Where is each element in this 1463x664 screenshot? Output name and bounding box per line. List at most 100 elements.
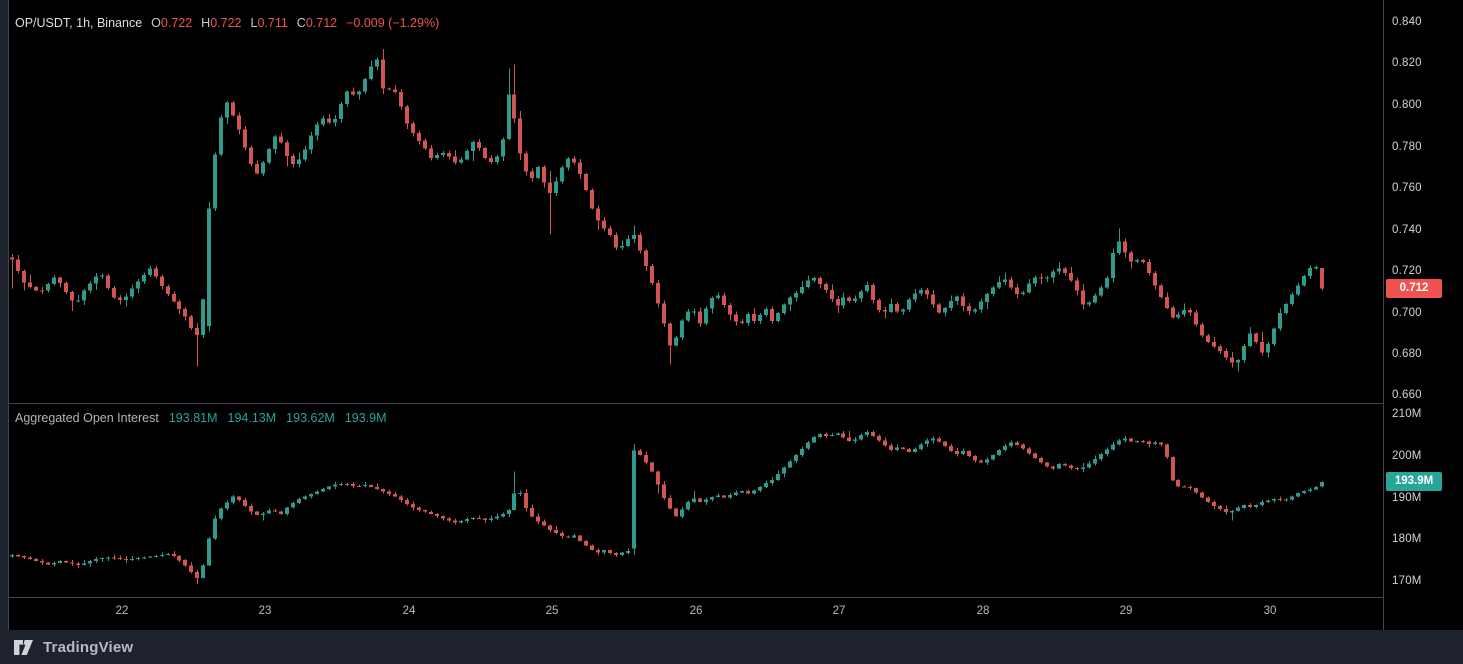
price-candle — [417, 130, 421, 145]
tradingview-logo-icon[interactable] — [14, 639, 33, 655]
symbol-title[interactable]: OP/USDT, 1h, Binance — [15, 16, 143, 30]
price-candle — [1284, 302, 1288, 315]
oi-candle — [590, 544, 594, 551]
time-axis-label: 27 — [832, 605, 846, 617]
price-candle — [560, 165, 564, 184]
oi-candle — [381, 488, 385, 494]
oi-candle — [88, 559, 92, 567]
price-candle — [1117, 228, 1121, 255]
oi-candle — [219, 507, 223, 521]
price-candle — [692, 308, 696, 316]
time-axis-label: 28 — [976, 605, 990, 617]
time-scale[interactable]: 22 23 24 25 26 27 28 29 30 — [9, 598, 1383, 630]
oi-candle — [818, 433, 822, 438]
price-candle — [22, 269, 26, 291]
symbol-legend[interactable]: OP/USDT, 1h, Binance O0.722 H0.722 L0.71… — [15, 16, 439, 30]
oi-candle — [297, 497, 301, 505]
oi-candle — [937, 437, 941, 443]
oi-candle — [728, 493, 732, 500]
oi-candle — [333, 481, 337, 490]
oi-candle — [776, 470, 780, 481]
oi-candle — [812, 436, 816, 444]
oi-candle — [477, 515, 481, 519]
price-candle — [219, 115, 223, 157]
price-candle — [524, 151, 528, 176]
price-candle — [249, 145, 253, 166]
oi-candle — [692, 491, 696, 503]
price-candle — [177, 299, 181, 315]
oi-candle — [411, 501, 415, 511]
oi-candle — [1063, 463, 1067, 467]
price-candle — [955, 295, 959, 305]
price-candle — [734, 311, 738, 326]
price-candle — [1182, 303, 1186, 318]
oi-candle — [536, 513, 540, 524]
pane-separator[interactable] — [9, 403, 1463, 404]
price-candle — [782, 303, 786, 316]
price-candle — [237, 112, 241, 135]
price-candle — [1308, 265, 1312, 279]
oi-candle — [1171, 456, 1175, 482]
price-candles-pane[interactable] — [10, 48, 1324, 372]
price-candle — [453, 150, 457, 165]
oi-candle — [931, 436, 935, 444]
price-candle — [399, 88, 403, 110]
price-candle — [728, 303, 732, 321]
oi-candle — [160, 552, 164, 558]
oi-candle — [764, 480, 768, 489]
oi-candle — [1093, 455, 1097, 466]
price-candle — [351, 87, 355, 96]
oi-candle — [578, 534, 582, 542]
oi-candle — [1069, 464, 1073, 470]
oi-candle — [357, 484, 361, 488]
price-candle — [602, 217, 606, 232]
price-candle — [985, 292, 989, 309]
oi-candle — [100, 557, 104, 563]
price-candle — [889, 298, 893, 314]
price-candle — [477, 138, 481, 151]
oi-candle — [847, 431, 851, 442]
tradingview-brand[interactable]: TradingView — [43, 638, 134, 656]
price-candle — [1111, 248, 1115, 283]
oi-candle — [195, 570, 199, 585]
price-candle — [94, 273, 98, 291]
price-candle — [255, 160, 259, 175]
price-candle — [1123, 238, 1127, 258]
price-candle — [806, 275, 810, 289]
oi-candle — [1045, 461, 1049, 468]
oi-candle — [883, 437, 887, 447]
price-candle — [1057, 262, 1061, 275]
oi-candle — [249, 503, 253, 516]
price-candle — [614, 232, 618, 251]
oi-candle — [1218, 504, 1222, 511]
oi-candle — [704, 497, 708, 506]
price-candle — [931, 289, 935, 308]
price-candle — [608, 226, 612, 237]
oi-candle — [554, 526, 558, 535]
price-candle — [1015, 284, 1019, 299]
oi-candle — [1278, 496, 1282, 502]
indicator-legend[interactable]: Aggregated Open Interest 193.81M 194.13M… — [15, 411, 387, 425]
oi-candle — [387, 489, 391, 497]
price-candle — [812, 276, 816, 283]
oi-candle — [201, 563, 205, 579]
oi-candle — [740, 490, 744, 493]
oi-candle — [142, 556, 146, 559]
oi-candle — [991, 454, 995, 461]
oi-candle — [1200, 491, 1204, 499]
oi-candle — [1051, 465, 1055, 471]
oi-axis-tick: 180M — [1392, 533, 1422, 545]
open-interest-candles-pane[interactable] — [10, 430, 1324, 585]
indicator-title[interactable]: Aggregated Open Interest — [15, 411, 159, 425]
price-scale[interactable]: 0.840 0.820 0.800 0.780 0.760 0.740 0.720 0.700… — [1383, 0, 1463, 630]
time-axis-label: 29 — [1119, 605, 1133, 617]
price-candle — [183, 307, 187, 321]
price-candle — [70, 290, 74, 312]
price-candle — [225, 101, 229, 124]
price-candle — [267, 147, 271, 165]
oi-candle — [16, 553, 20, 557]
price-candle — [189, 315, 193, 330]
price-candle — [632, 225, 636, 243]
price-candle — [112, 286, 116, 300]
